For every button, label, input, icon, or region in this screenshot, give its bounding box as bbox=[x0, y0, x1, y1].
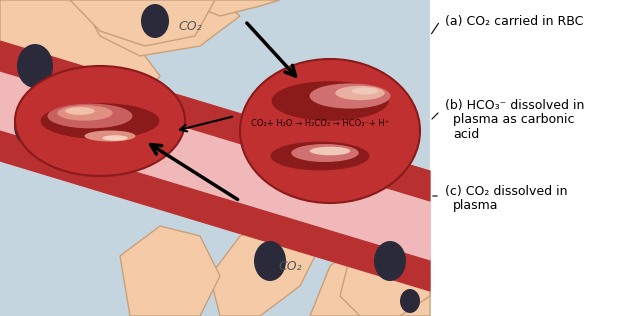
Text: plasma as carbonic: plasma as carbonic bbox=[453, 113, 575, 126]
Ellipse shape bbox=[40, 103, 159, 139]
Polygon shape bbox=[0, 41, 430, 291]
Ellipse shape bbox=[14, 106, 46, 146]
Polygon shape bbox=[80, 0, 240, 56]
Polygon shape bbox=[340, 236, 430, 316]
Polygon shape bbox=[0, 0, 160, 161]
Text: plasma: plasma bbox=[453, 198, 499, 211]
Ellipse shape bbox=[310, 83, 390, 109]
Ellipse shape bbox=[335, 86, 385, 100]
Polygon shape bbox=[0, 131, 430, 291]
Polygon shape bbox=[180, 0, 280, 16]
Ellipse shape bbox=[254, 241, 286, 281]
Text: (a) CO₂ carried in RBC: (a) CO₂ carried in RBC bbox=[445, 15, 584, 27]
Ellipse shape bbox=[65, 107, 95, 115]
Text: acid: acid bbox=[453, 127, 479, 141]
Ellipse shape bbox=[400, 289, 420, 313]
Ellipse shape bbox=[240, 59, 420, 203]
Ellipse shape bbox=[17, 44, 53, 88]
Ellipse shape bbox=[291, 144, 359, 162]
Ellipse shape bbox=[58, 105, 113, 121]
Polygon shape bbox=[0, 0, 430, 316]
Polygon shape bbox=[430, 0, 640, 316]
Polygon shape bbox=[70, 0, 215, 46]
Ellipse shape bbox=[271, 142, 369, 170]
Polygon shape bbox=[0, 41, 430, 201]
Text: (c) CO₂ dissolved in: (c) CO₂ dissolved in bbox=[445, 185, 568, 198]
Ellipse shape bbox=[47, 104, 132, 128]
Text: (b) HCO₃⁻ dissolved in: (b) HCO₃⁻ dissolved in bbox=[445, 100, 584, 112]
Polygon shape bbox=[120, 226, 220, 316]
Polygon shape bbox=[0, 61, 430, 271]
Polygon shape bbox=[310, 236, 430, 316]
Ellipse shape bbox=[310, 147, 350, 155]
Ellipse shape bbox=[374, 241, 406, 281]
Ellipse shape bbox=[351, 88, 378, 94]
Ellipse shape bbox=[102, 135, 128, 141]
Text: CO₂: CO₂ bbox=[278, 259, 302, 272]
Ellipse shape bbox=[141, 4, 169, 38]
Text: CO₂+ H₂O → H₂CO₃ → HCO₃⁻+ H⁺: CO₂+ H₂O → H₂CO₃ → HCO₃⁻+ H⁺ bbox=[251, 118, 389, 127]
Ellipse shape bbox=[67, 81, 83, 101]
Text: CO₂: CO₂ bbox=[178, 20, 202, 33]
Ellipse shape bbox=[84, 131, 136, 142]
Ellipse shape bbox=[15, 66, 185, 176]
Polygon shape bbox=[210, 216, 320, 316]
Ellipse shape bbox=[271, 81, 388, 121]
